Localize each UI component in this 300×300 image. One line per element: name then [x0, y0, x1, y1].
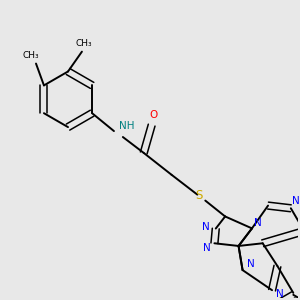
Text: N: N: [247, 259, 254, 269]
Text: N: N: [202, 243, 210, 253]
Text: N: N: [292, 196, 300, 206]
Text: NH: NH: [119, 121, 134, 131]
Text: CH₃: CH₃: [76, 39, 92, 48]
Text: N: N: [276, 289, 284, 299]
Text: CH₃: CH₃: [23, 51, 39, 60]
Text: N: N: [254, 218, 262, 228]
Text: N: N: [202, 221, 210, 232]
Text: S: S: [196, 189, 203, 202]
Text: O: O: [149, 110, 158, 120]
